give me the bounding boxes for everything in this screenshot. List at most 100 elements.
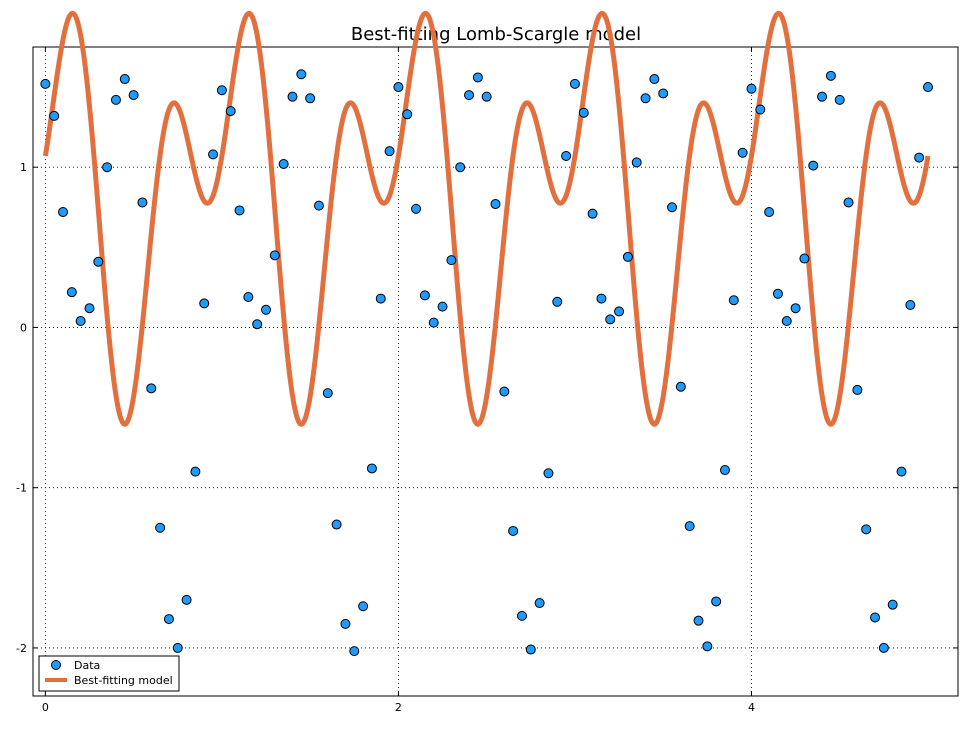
data-point — [393, 82, 404, 93]
data-point — [163, 614, 174, 625]
data-point — [49, 110, 60, 121]
data-point — [561, 150, 572, 161]
data-point — [640, 93, 651, 104]
data-point — [261, 304, 272, 315]
data-point — [340, 618, 351, 629]
data-point — [137, 197, 148, 208]
data-point — [322, 388, 333, 399]
data-point — [93, 256, 104, 267]
data-point — [58, 207, 69, 218]
data-point — [525, 644, 536, 655]
data-point — [552, 296, 563, 307]
data-point — [66, 287, 77, 298]
data-point — [905, 300, 916, 310]
data-point — [843, 197, 854, 208]
data-point — [490, 199, 501, 210]
data-point — [614, 306, 625, 317]
x-tick-label: 2 — [395, 701, 402, 714]
data-point — [508, 525, 519, 536]
data-point — [834, 94, 845, 105]
data-point — [402, 109, 413, 120]
data-point — [711, 596, 722, 607]
data-point — [146, 383, 157, 394]
data-point — [366, 463, 377, 474]
data-point — [40, 78, 51, 89]
model-layer — [42, 10, 931, 427]
data-point — [84, 303, 95, 314]
data-point — [349, 646, 360, 657]
chart-title: Best-fitting Lomb-Scargle model — [351, 24, 641, 45]
data-point — [216, 85, 227, 96]
data-point — [243, 291, 254, 302]
data-point — [155, 522, 166, 533]
data-point — [728, 295, 739, 306]
data-point — [658, 88, 669, 99]
data-point — [464, 90, 475, 101]
data-point — [199, 298, 210, 309]
y-tick-label: -2 — [16, 642, 27, 655]
data-point — [411, 203, 422, 214]
plot-area-frame — [32, 46, 959, 697]
data-point — [772, 288, 783, 299]
data-point — [764, 207, 775, 218]
data-point — [534, 598, 545, 609]
data-point — [472, 72, 483, 83]
data-point — [296, 69, 307, 80]
legend-model-label: Best-fitting model — [74, 674, 173, 687]
data-point — [499, 386, 510, 397]
data-point — [737, 147, 748, 158]
data-point — [649, 74, 660, 85]
data-point — [622, 251, 633, 262]
data-point — [234, 205, 245, 216]
data-point — [419, 290, 430, 301]
model-line — [42, 10, 931, 427]
data-point — [278, 158, 289, 169]
data-point — [755, 104, 766, 115]
y-tick-label: 1 — [20, 161, 27, 174]
data-point — [102, 162, 113, 173]
data-point — [887, 599, 898, 610]
data-point — [516, 610, 527, 621]
data-point — [190, 466, 201, 477]
data-point — [596, 293, 607, 304]
data-point — [825, 70, 836, 81]
y-tick-label: -1 — [16, 482, 27, 495]
data-point — [287, 91, 298, 102]
data-point — [446, 255, 457, 266]
data-point — [181, 594, 192, 605]
data-point — [896, 466, 907, 477]
data-point — [172, 642, 183, 653]
data-point — [861, 524, 872, 535]
data-point — [878, 642, 889, 653]
data-point — [922, 82, 933, 93]
data-point — [808, 160, 819, 171]
data-point — [852, 384, 863, 395]
data-point — [208, 149, 219, 160]
data-point — [428, 317, 439, 328]
data-point — [543, 468, 554, 479]
data-point — [799, 253, 810, 264]
data-point — [331, 519, 342, 530]
data-point — [693, 615, 704, 626]
data-point — [375, 293, 386, 304]
data-point — [587, 208, 598, 219]
data-point — [578, 107, 589, 118]
data-point — [631, 157, 642, 168]
data-point — [225, 106, 236, 117]
data-point — [252, 319, 263, 330]
data-point — [605, 314, 616, 325]
data-point — [781, 316, 792, 327]
data-point — [870, 612, 881, 623]
legend-data-marker — [51, 660, 61, 670]
data-point — [384, 146, 395, 157]
data-point — [817, 91, 828, 102]
data-point — [455, 162, 466, 173]
data-point — [313, 200, 324, 211]
data-point — [790, 303, 801, 314]
y-tick-label: 0 — [20, 321, 27, 334]
x-tick-label: 4 — [748, 701, 755, 714]
data-point — [75, 316, 86, 327]
data-point — [719, 465, 730, 476]
data-points-layer — [40, 69, 933, 657]
